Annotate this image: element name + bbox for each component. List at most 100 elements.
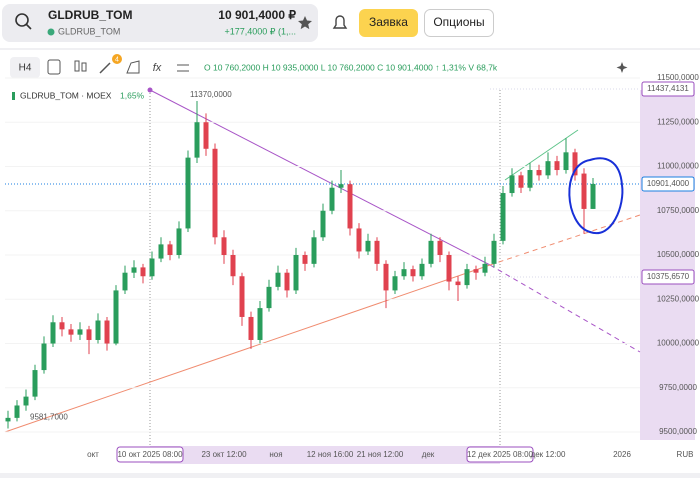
y-tick-label: 9500,0000	[659, 427, 697, 436]
candle-body	[419, 263, 425, 277]
search-icon[interactable]	[15, 13, 29, 27]
candle-body	[446, 255, 452, 282]
y-tick-label: 10750,0000	[657, 206, 700, 215]
y-tick-label: 11500,0000	[657, 73, 699, 82]
bell-icon[interactable]	[332, 15, 348, 29]
candle-body	[464, 269, 470, 286]
price-label: 10375,6570	[647, 272, 690, 281]
candle-body	[221, 237, 227, 255]
tool-icon[interactable]	[74, 60, 80, 72]
candle-body	[194, 122, 200, 158]
candle-body	[293, 255, 299, 291]
ohlc-readout: O 10 760,2000 H 10 935,0000 L 10 760,200…	[204, 62, 498, 72]
price: 10 901,4000 ₽	[218, 8, 296, 22]
axis-highlight	[640, 90, 695, 440]
x-tick-label: дек	[422, 450, 435, 459]
price-label-box	[641, 269, 695, 285]
y-tick-label: 9750,0000	[659, 383, 697, 392]
candle-body	[176, 228, 182, 255]
candle-body	[113, 290, 119, 344]
candle-body	[365, 240, 371, 252]
candle-body	[545, 161, 551, 176]
star-icon[interactable]	[298, 16, 312, 30]
candle-body	[356, 228, 362, 252]
tool-icon[interactable]	[126, 60, 140, 74]
candle-body	[563, 152, 569, 171]
options-button[interactable]	[424, 9, 494, 37]
symbol-box[interactable]	[2, 4, 318, 42]
candle-body	[338, 184, 344, 188]
candle-body	[437, 240, 443, 255]
x-tick-label: 23 окт 12:00	[201, 450, 247, 459]
candle-body	[167, 244, 173, 255]
annotation: 11370,0000	[190, 90, 232, 99]
y-tick-label: 11250,0000	[657, 117, 699, 126]
order-button-label: Заявка	[369, 15, 408, 29]
symbol: GLDRUB_TOM	[48, 8, 132, 22]
candle-body	[149, 258, 155, 277]
sub-symbol: GLDRUB_TOM	[58, 26, 120, 36]
price-label: 10901,4000	[647, 179, 690, 188]
x-tick-label: ноя	[269, 450, 282, 459]
candle-body	[284, 272, 290, 291]
trend-line[interactable]	[4, 264, 491, 433]
candle-body	[68, 329, 74, 335]
candle-body	[5, 417, 11, 422]
ai-icon[interactable]	[616, 62, 628, 73]
candle-body	[77, 329, 83, 335]
y-tick-label: 10250,0000	[657, 294, 700, 303]
change: +177,4000 ₽ (1,...	[224, 26, 296, 36]
candle-body	[266, 286, 272, 309]
candle-body	[500, 193, 506, 241]
x-label-box	[466, 446, 534, 463]
candle-body	[158, 244, 164, 259]
tool-icon[interactable]	[99, 62, 111, 74]
tool-icon	[81, 62, 87, 72]
candle-body	[104, 320, 110, 344]
candle-body	[473, 269, 479, 273]
candle-body	[86, 329, 92, 340]
axis-highlight	[150, 446, 500, 464]
order-button[interactable]	[359, 9, 418, 37]
y-tick-label: 11000,0000	[657, 162, 699, 171]
candle-body	[374, 240, 380, 264]
candle-body	[554, 161, 560, 171]
candle-body	[140, 267, 146, 277]
plot: 11500,0000 11250,0000 11000,0000 10750,0000…	[5, 73, 700, 463]
candle-body	[482, 263, 488, 273]
annotation: 9581,7000	[30, 413, 68, 422]
anchor-point[interactable]	[147, 87, 153, 93]
x-tick-label: 21 ноя 12:00	[357, 450, 404, 459]
price-label: 11437,4131	[647, 84, 689, 93]
candle-body	[536, 170, 542, 176]
y-tick-label: 10000,0000	[657, 339, 700, 348]
badge	[112, 54, 122, 64]
trend-line[interactable]	[149, 89, 491, 266]
indicator-button[interactable]: fx	[153, 62, 162, 74]
x-tick-label: 12 ноя 16:00	[307, 450, 354, 459]
trend-line[interactable]	[489, 264, 641, 353]
candle-body	[509, 175, 515, 194]
candle-body	[581, 173, 587, 209]
x-label-box	[116, 446, 184, 463]
candle-body	[491, 240, 497, 264]
candle-body	[95, 320, 101, 340]
candle-body	[239, 276, 245, 317]
candle-body	[518, 175, 524, 188]
legend-symbol: GLDRUB_TOM · MOEX	[20, 90, 112, 100]
tool-icon[interactable]	[47, 59, 61, 75]
candle-body	[383, 263, 389, 291]
candle-body	[329, 187, 335, 211]
candle-body	[428, 240, 434, 264]
candle-body	[311, 237, 317, 264]
candle-body	[527, 170, 533, 188]
x-tick-label: 12 дек 2025 08:00	[467, 450, 534, 459]
candle-body	[23, 396, 29, 406]
hand-drawn-circle	[568, 157, 624, 235]
candle-body	[122, 272, 128, 291]
interval: H4	[19, 63, 32, 74]
interval-button[interactable]	[10, 57, 40, 78]
currency: RUB	[677, 450, 694, 459]
